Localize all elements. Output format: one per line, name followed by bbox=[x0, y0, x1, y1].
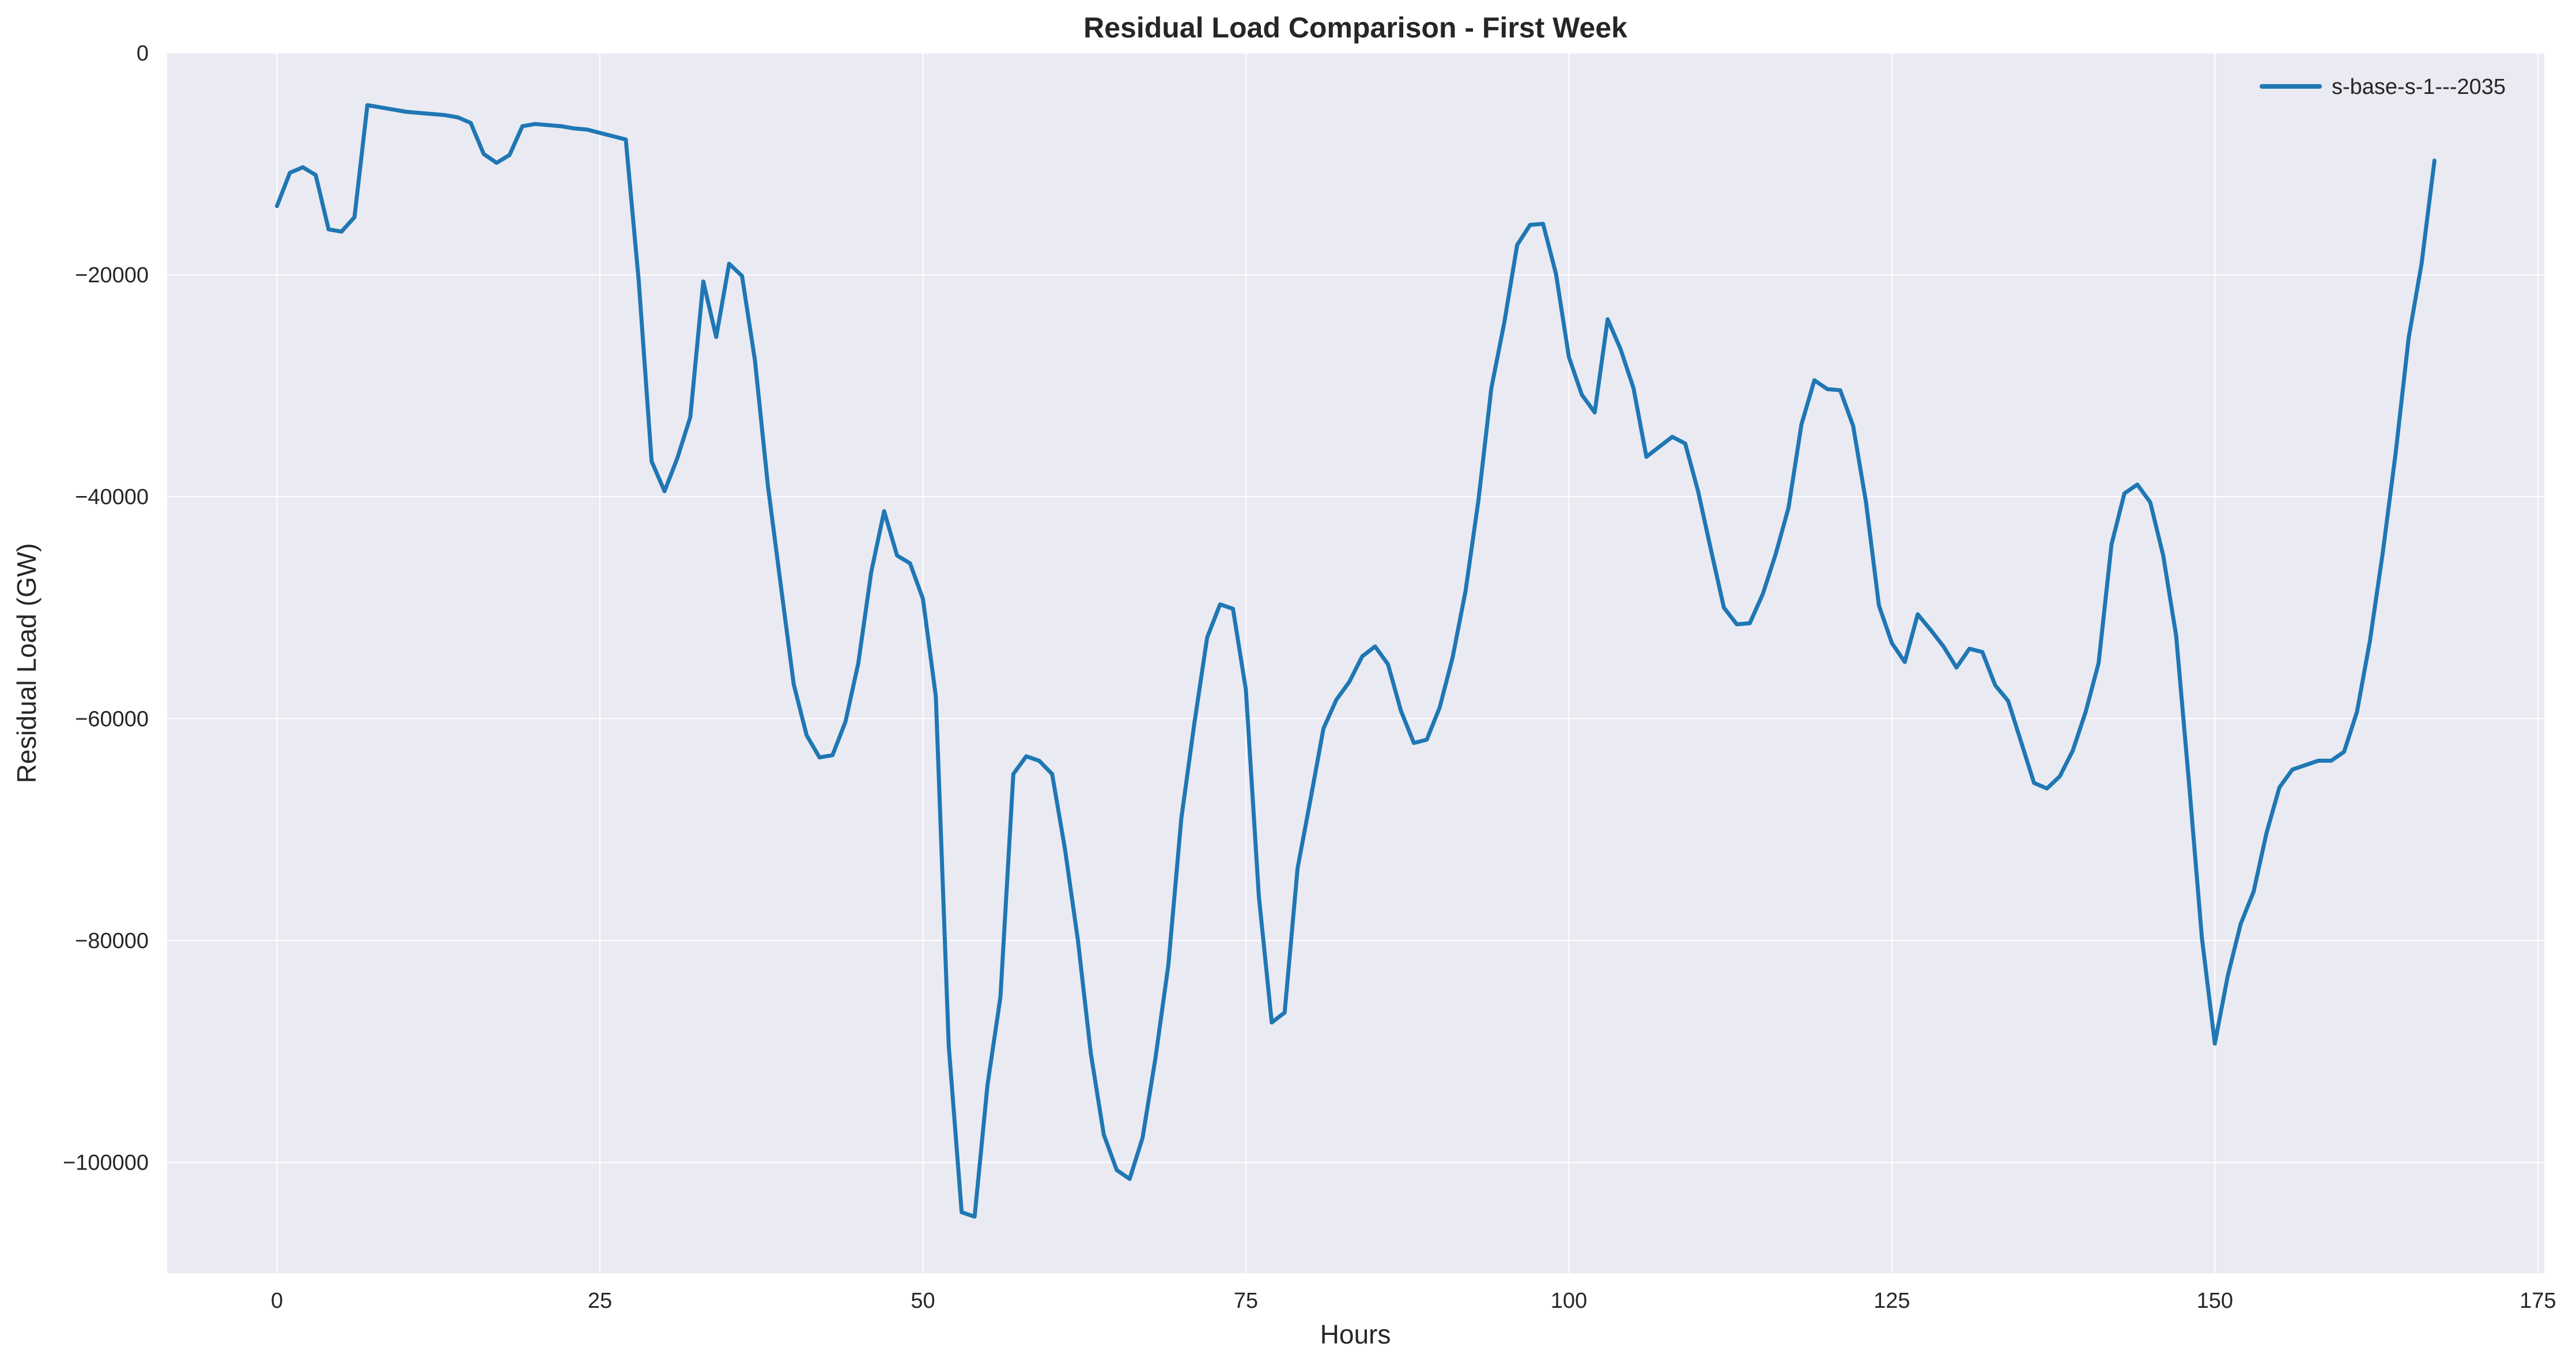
chart-title: Residual Load Comparison - First Week bbox=[1083, 12, 1627, 44]
legend-label-s-base-s-1---2035: s-base-s-1---2035 bbox=[2332, 75, 2506, 99]
x-tick-label: 75 bbox=[1234, 1289, 1258, 1313]
legend: s-base-s-1---2035 bbox=[2260, 75, 2506, 99]
x-tick-label: 125 bbox=[1874, 1289, 1910, 1313]
series-layer bbox=[275, 103, 2437, 1219]
y-tick-label: −20000 bbox=[75, 263, 149, 287]
x-axis-label: Hours bbox=[1320, 1319, 1391, 1349]
y-axis-ticks: 0 −20000 −40000 −60000 −80000 −100000 bbox=[63, 41, 149, 1175]
y-tick-label: −100000 bbox=[63, 1151, 149, 1175]
x-tick-label: 100 bbox=[1551, 1289, 1587, 1313]
x-tick-label: 25 bbox=[588, 1289, 612, 1313]
plot-background bbox=[167, 53, 2544, 1273]
grid-lines bbox=[167, 52, 2544, 1273]
x-axis-ticks: 0 25 50 75 100 125 150 175 bbox=[271, 1289, 2556, 1313]
y-axis-label: Residual Load (GW) bbox=[12, 543, 41, 784]
y-tick-label: −80000 bbox=[75, 929, 149, 953]
y-tick-label: −60000 bbox=[75, 707, 149, 731]
y-tick-label: −40000 bbox=[75, 485, 149, 509]
y-tick-label: 0 bbox=[137, 41, 149, 66]
x-tick-label: 50 bbox=[911, 1289, 935, 1313]
x-tick-label: 150 bbox=[2197, 1289, 2233, 1313]
x-tick-label: 175 bbox=[2520, 1289, 2556, 1313]
x-tick-label: 0 bbox=[271, 1289, 283, 1313]
series-line-0 bbox=[275, 103, 2437, 1219]
